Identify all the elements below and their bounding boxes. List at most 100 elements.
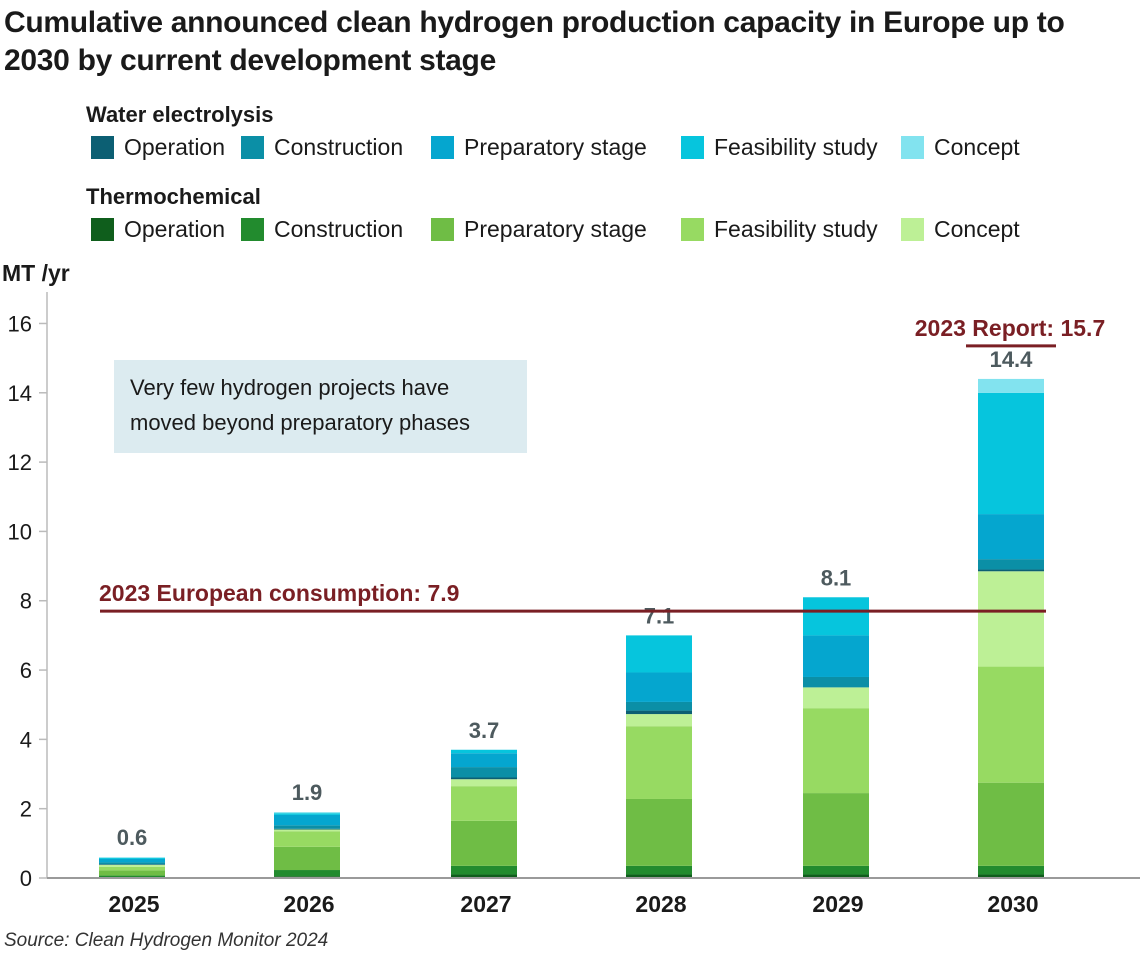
legend-swatch <box>681 135 704 159</box>
y-tick-label: 0 <box>20 866 32 891</box>
bar-segment <box>803 635 869 677</box>
legend-swatch <box>431 135 454 159</box>
bar-segment <box>99 875 165 878</box>
bar-segment <box>626 710 692 715</box>
legend-group-thermochemical: Thermochemical Operation Construction Pr… <box>86 182 1020 246</box>
legend-item: Operation <box>91 130 225 164</box>
source-note: Source: Clean Hydrogen Monitor 2024 <box>4 930 329 951</box>
bar-segment <box>978 514 1044 560</box>
legend-swatch <box>91 217 114 241</box>
bar-segment <box>274 828 340 830</box>
legend-label: Construction <box>274 133 404 160</box>
legend-label: Preparatory stage <box>464 133 647 160</box>
bar-segment <box>626 726 692 799</box>
bar-segment <box>978 874 1044 878</box>
bar-segment <box>451 874 517 878</box>
bar-segment <box>99 862 165 865</box>
bar-segment <box>626 635 692 673</box>
bar-segment <box>978 865 1044 875</box>
legend-label: Concept <box>934 133 1020 160</box>
legend-item: Feasibility study <box>681 130 878 164</box>
y-tick-label: 6 <box>20 658 32 683</box>
legend-item: Feasibility study <box>681 212 878 246</box>
bar-segment <box>274 831 340 847</box>
legend-swatch <box>431 217 454 241</box>
legend-swatch <box>681 217 704 241</box>
bar-segment <box>99 857 165 859</box>
bar-segment <box>99 870 165 876</box>
x-tick-label: 2025 <box>108 891 159 917</box>
bar-total-label: 1.9 <box>292 780 323 805</box>
bar-segment <box>626 874 692 878</box>
legend-label: Operation <box>124 133 226 160</box>
reference-marker-label: 2023 Report: 15.7 <box>915 315 1105 341</box>
legend-label: Concept <box>934 215 1020 242</box>
bar-segment <box>803 793 869 866</box>
bar-segment <box>451 777 517 780</box>
legend-group-water-electrolysis: Water electrolysis Operation Constructio… <box>86 100 1020 164</box>
legend-label: Preparatory stage <box>464 215 647 242</box>
legend-swatch <box>91 135 114 159</box>
legend-swatch <box>901 135 924 159</box>
legend-label: Feasibility study <box>714 215 878 242</box>
annotation-line: Very few hydrogen projects have <box>130 375 450 400</box>
y-tick-label: 12 <box>8 450 32 475</box>
x-tick-label: 2027 <box>460 891 511 917</box>
bar-segment <box>451 820 517 866</box>
bar-segment <box>803 687 869 709</box>
y-tick-label: 4 <box>20 727 32 752</box>
legend-swatch <box>241 217 264 241</box>
x-tick-label: 2026 <box>283 891 334 917</box>
bar-segment <box>99 864 165 865</box>
bar-segment <box>451 865 517 875</box>
bar-segment <box>451 786 517 821</box>
y-tick-label: 8 <box>20 589 32 614</box>
bar-segment <box>274 814 340 826</box>
legend-group-title: Thermochemical <box>86 184 261 209</box>
legend-item: Preparatory stage <box>431 130 647 164</box>
bar-segment <box>626 672 692 702</box>
bar-segment <box>626 798 692 866</box>
bar-segment <box>978 666 1044 783</box>
bar-segment <box>803 865 869 875</box>
bar-segment <box>626 701 692 711</box>
bar-segment <box>274 870 340 877</box>
bar-segment <box>803 597 869 636</box>
legend-item: Preparatory stage <box>431 212 647 246</box>
bar-segment <box>803 676 869 688</box>
legend-item: Construction <box>241 130 403 164</box>
legend-item: Construction <box>241 212 403 246</box>
legend-item: Concept <box>901 130 1020 164</box>
bar-total-label: 7.1 <box>644 603 675 628</box>
bar-segment <box>99 857 165 858</box>
y-tick-label: 2 <box>20 797 32 822</box>
bar-segment <box>274 825 340 829</box>
bar-segment <box>978 559 1044 570</box>
bar-segment <box>978 378 1044 393</box>
x-tick-label: 2029 <box>812 891 863 917</box>
bar-segment <box>451 749 517 754</box>
bar-segment <box>274 812 340 814</box>
legend-item: Concept <box>901 212 1020 246</box>
bar-segment <box>803 708 869 794</box>
bar-segment <box>99 864 165 867</box>
bar-segment <box>99 866 165 871</box>
x-tick-label: 2028 <box>635 891 686 917</box>
bar-segment <box>978 569 1044 572</box>
bar-segment <box>626 865 692 875</box>
reference-line-label: 2023 European consumption: 7.9 <box>99 580 459 606</box>
y-tick-label: 10 <box>8 519 32 544</box>
legend-label: Construction <box>274 215 404 242</box>
bar-total-label: 14.4 <box>990 347 1034 372</box>
legend-row: Operation Construction Preparatory stage… <box>86 130 1020 164</box>
bar-segment <box>978 782 1044 866</box>
bar-segment <box>978 571 1044 667</box>
y-axis-label: MT /yr <box>2 260 70 286</box>
legend-group-title: Water electrolysis <box>86 102 274 127</box>
bar-total-label: 3.7 <box>469 718 500 743</box>
bar-segment <box>451 779 517 787</box>
legend-label: Operation <box>124 215 226 242</box>
bar-total-label: 8.1 <box>821 565 852 590</box>
bar-segment <box>451 767 517 778</box>
